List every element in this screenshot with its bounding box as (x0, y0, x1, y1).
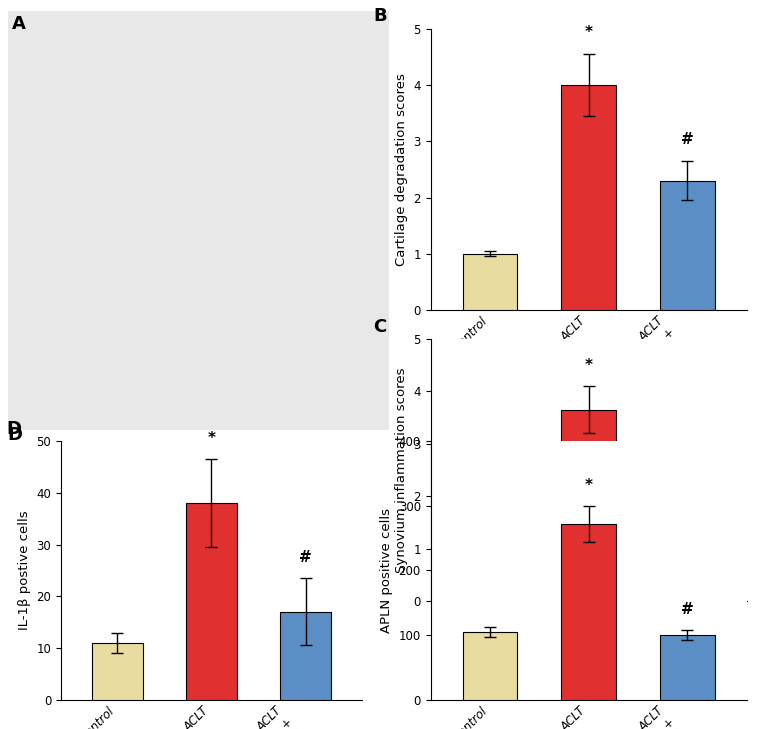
Text: *: * (584, 477, 593, 493)
Bar (562, 410, 616, 601)
Text: B: B (373, 7, 387, 25)
Bar (562, 85, 616, 310)
Y-axis label: Cartilage degradation scores: Cartilage degradation scores (395, 73, 408, 266)
Bar (91, 643, 143, 700)
Bar (661, 181, 715, 310)
Bar (186, 503, 237, 700)
Bar (562, 524, 616, 700)
Text: *: * (584, 26, 593, 40)
Y-axis label: Synovium inflammation scores: Synovium inflammation scores (395, 367, 408, 573)
Y-axis label: APLN positive cells: APLN positive cells (380, 508, 393, 633)
Bar (463, 549, 517, 601)
Text: #: # (681, 132, 694, 147)
Bar (661, 504, 715, 601)
Text: D: D (8, 426, 23, 445)
Text: A: A (11, 15, 25, 33)
Text: #: # (681, 458, 694, 473)
Bar (661, 635, 715, 700)
Text: D: D (7, 421, 22, 438)
Bar (280, 612, 331, 700)
Bar (463, 254, 517, 310)
Text: *: * (207, 432, 216, 446)
Bar (463, 632, 517, 700)
Text: C: C (373, 318, 387, 336)
Text: #: # (299, 550, 312, 565)
Text: #: # (681, 602, 694, 617)
Text: *: * (584, 358, 593, 373)
Y-axis label: IL-1β postive cells: IL-1β postive cells (18, 510, 30, 631)
